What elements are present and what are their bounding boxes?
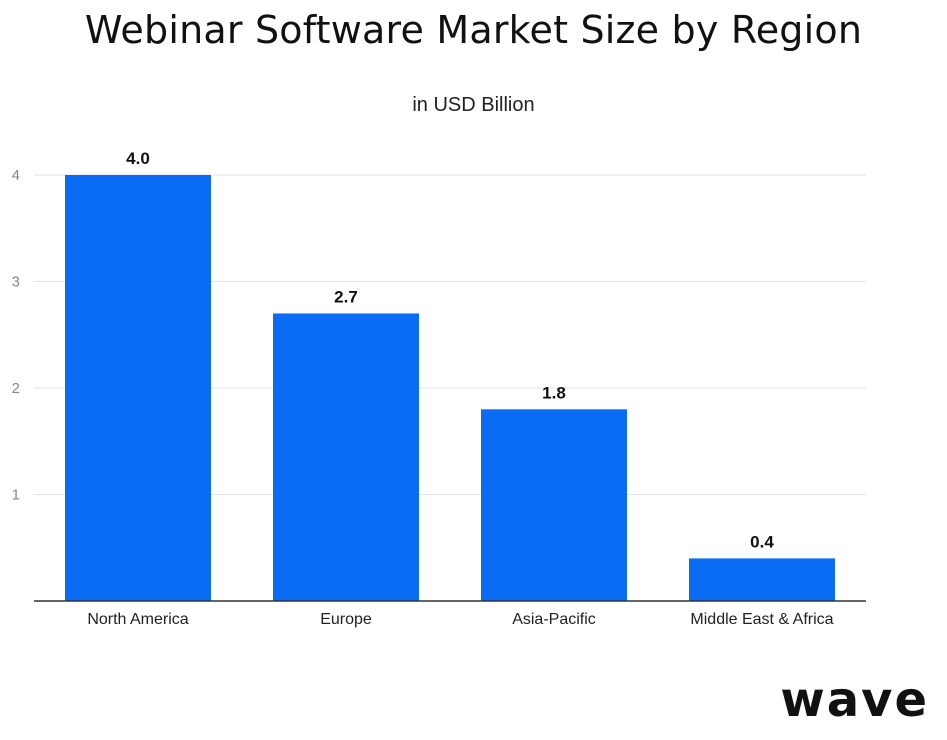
- data-labels: 4.0 2.7 1.8 0.4: [126, 149, 774, 551]
- data-label: 0.4: [750, 532, 774, 551]
- x-axis-ticks: North America Europe Asia-Pacific Middle Ea…: [87, 611, 833, 628]
- x-tick-label: Europe: [320, 611, 372, 628]
- bars: [65, 175, 835, 601]
- data-label: 2.7: [334, 287, 358, 306]
- wave-logo: wave: [780, 672, 929, 728]
- x-tick-label: North America: [87, 611, 188, 628]
- x-tick-label: Asia-Pacific: [512, 611, 596, 628]
- bar: [689, 558, 835, 601]
- y-tick-label: 1: [12, 487, 20, 504]
- chart-subtitle: in USD Billion: [412, 94, 535, 116]
- y-tick-label: 2: [12, 380, 20, 397]
- y-tick-label: 4: [12, 167, 20, 184]
- data-label: 4.0: [126, 149, 150, 168]
- data-label: 1.8: [542, 383, 566, 402]
- x-tick-label: Middle East & Africa: [690, 611, 833, 628]
- chart-title: Webinar Software Market Size by Region: [84, 8, 863, 52]
- bar: [273, 313, 419, 601]
- bar: [481, 409, 627, 601]
- y-axis-ticks: 1 2 3 4: [12, 167, 20, 504]
- y-tick-label: 3: [12, 274, 20, 291]
- bar: [65, 175, 211, 601]
